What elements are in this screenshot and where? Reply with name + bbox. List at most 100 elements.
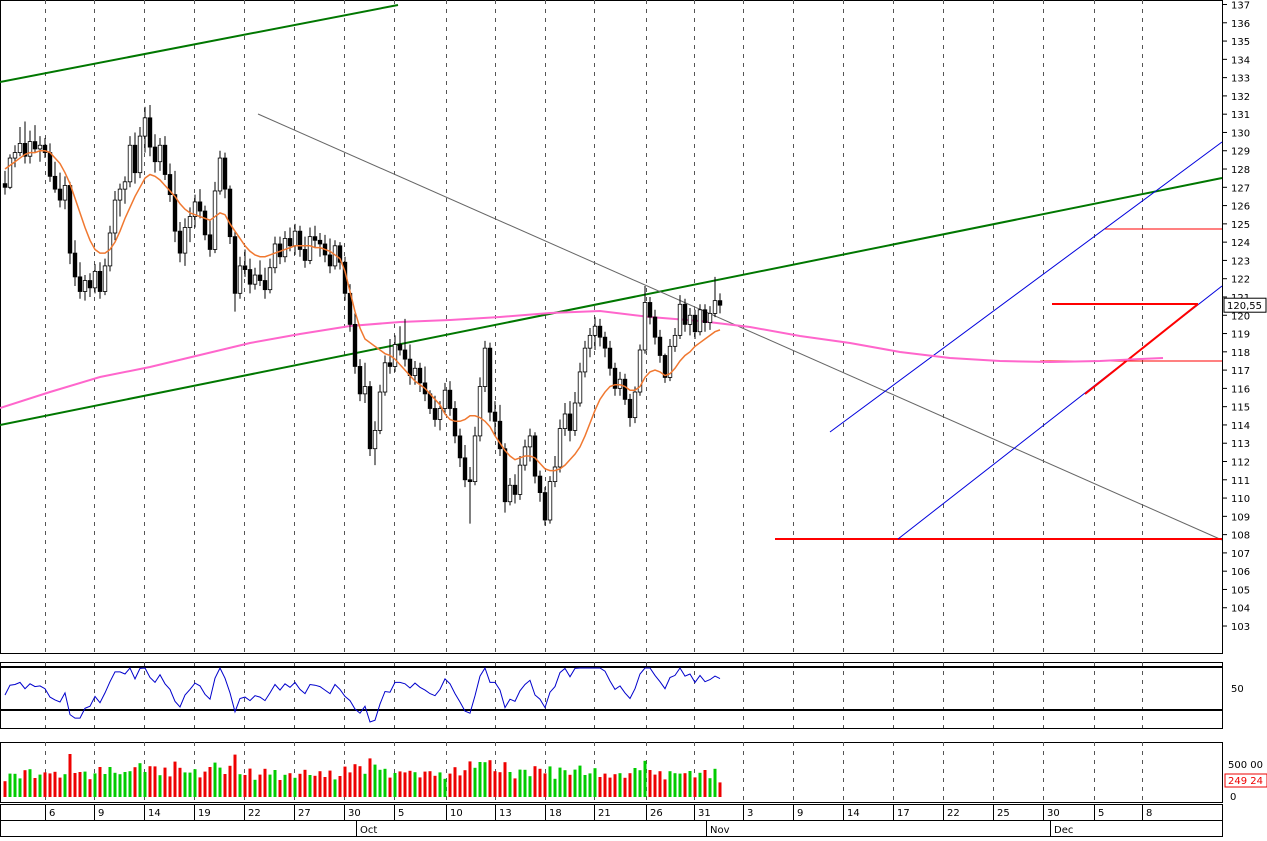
volume-bar bbox=[48, 773, 52, 797]
candle-body bbox=[97, 270, 103, 292]
volume-bar bbox=[88, 779, 92, 797]
volume-bar bbox=[13, 773, 17, 797]
volume-bar bbox=[453, 767, 457, 797]
volume-bar bbox=[438, 772, 442, 797]
candle-body bbox=[627, 398, 633, 419]
candle-body bbox=[547, 481, 553, 521]
candle-body bbox=[262, 280, 268, 291]
candle-body bbox=[357, 366, 363, 395]
volume-bar bbox=[313, 775, 317, 797]
candle-body bbox=[157, 144, 163, 163]
candle-body bbox=[92, 270, 98, 289]
volume-bar bbox=[428, 771, 432, 797]
price-tick-label: 110 bbox=[1231, 494, 1250, 505]
candle-body bbox=[47, 152, 53, 177]
volume-bar bbox=[168, 776, 172, 797]
candle-body bbox=[227, 188, 233, 238]
candle-body bbox=[592, 325, 598, 336]
price-tick-label: 119 bbox=[1231, 330, 1250, 341]
volume-bar bbox=[53, 771, 57, 797]
candle-body bbox=[2, 183, 8, 188]
price-tick-label: 111 bbox=[1231, 476, 1250, 487]
date-tick-label: 26 bbox=[650, 808, 663, 819]
volume-bar bbox=[38, 774, 42, 797]
candle-body bbox=[552, 466, 558, 483]
price-tick-label: 116 bbox=[1231, 384, 1250, 395]
candle-body bbox=[462, 457, 468, 481]
candle-body bbox=[57, 188, 63, 201]
candle-body bbox=[42, 144, 48, 153]
candle-body bbox=[437, 408, 443, 420]
candle-body bbox=[682, 303, 688, 325]
date-tick-label: 22 bbox=[947, 808, 960, 819]
volume-bar bbox=[388, 777, 392, 797]
volume-bar bbox=[713, 768, 717, 797]
volume-bar bbox=[183, 772, 187, 797]
last-volume-label: 249 24 bbox=[1228, 776, 1263, 787]
volume-bar bbox=[678, 773, 682, 797]
candle-body bbox=[672, 334, 678, 347]
candle-body bbox=[622, 378, 628, 400]
volume-bar bbox=[213, 762, 217, 797]
rsi-panel-frame bbox=[0, 662, 1223, 729]
price-tick-label: 113 bbox=[1231, 439, 1250, 450]
volume-bar bbox=[128, 771, 132, 797]
volume-bar bbox=[643, 760, 647, 797]
price-tick-label: 104 bbox=[1231, 604, 1250, 615]
candle-body bbox=[457, 435, 463, 459]
volume-bar bbox=[263, 768, 267, 797]
volume-bar bbox=[698, 772, 702, 797]
candle-body bbox=[212, 190, 218, 250]
candle-body bbox=[582, 347, 588, 373]
candle-body bbox=[532, 435, 538, 477]
candle-body bbox=[432, 408, 438, 420]
volume-bar bbox=[473, 767, 477, 797]
candle-body bbox=[327, 254, 333, 267]
price-tick-label: 122 bbox=[1231, 275, 1250, 286]
price-tick-label: 115 bbox=[1231, 403, 1250, 414]
volume-bar bbox=[108, 767, 112, 797]
volume-bar bbox=[653, 774, 657, 797]
volume-panel-frame bbox=[0, 742, 1223, 803]
volume-bar bbox=[703, 770, 707, 797]
volume-bar bbox=[303, 769, 307, 797]
candle-body bbox=[242, 265, 248, 270]
candle-body bbox=[352, 323, 358, 367]
volume-bar bbox=[118, 774, 122, 797]
volume-bar bbox=[688, 771, 692, 797]
candle-body bbox=[312, 236, 318, 241]
candle-body bbox=[72, 252, 78, 278]
volume-bar bbox=[533, 766, 537, 797]
volume-bar bbox=[28, 769, 32, 797]
candle-body bbox=[697, 309, 703, 333]
volume-bar bbox=[68, 754, 72, 797]
candle-body bbox=[217, 157, 223, 192]
volume-bar bbox=[413, 772, 417, 797]
rsi-level-label: 50 bbox=[1231, 684, 1244, 695]
candle-body bbox=[692, 314, 698, 333]
volume-bar bbox=[483, 762, 487, 797]
candle-body bbox=[307, 236, 313, 261]
price-tick-label: 136 bbox=[1231, 19, 1250, 30]
candle-body bbox=[182, 227, 188, 254]
date-tick-label: 18 bbox=[549, 808, 562, 819]
volume-bar bbox=[493, 771, 497, 797]
volume-bar bbox=[143, 772, 147, 797]
volume-bar bbox=[373, 764, 377, 797]
volume-bar bbox=[443, 778, 447, 797]
candle-body bbox=[252, 274, 258, 285]
candle-body bbox=[572, 402, 578, 431]
volume-bar bbox=[568, 774, 572, 797]
candle-body bbox=[192, 201, 198, 217]
volume-bar bbox=[193, 769, 197, 797]
candle-body bbox=[507, 484, 513, 503]
candle-body bbox=[237, 265, 243, 294]
volume-bar bbox=[633, 768, 637, 797]
volume-bar bbox=[33, 778, 37, 797]
volume-bar bbox=[3, 781, 7, 797]
volume-bar bbox=[333, 779, 337, 797]
date-tick-label: 30 bbox=[1047, 808, 1060, 819]
price-tick-label: 129 bbox=[1231, 147, 1250, 158]
candle-body bbox=[497, 420, 503, 450]
